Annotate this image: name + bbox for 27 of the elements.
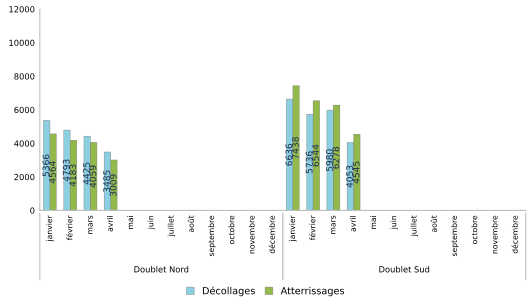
legend-label: Atterrissages [280, 286, 344, 296]
y-tick-label: 2000 [14, 174, 34, 180]
y-tick-label: 6000 [14, 106, 34, 114]
data-label: 6278 [332, 146, 340, 169]
data-label: 3009 [110, 174, 117, 196]
data-label: 4059 [89, 166, 96, 188]
legend-label: Décollages [202, 286, 255, 296]
data-label: 4545 [352, 162, 360, 184]
data-label: 7438 [292, 137, 299, 159]
y-tick-label: 10000 [9, 40, 34, 46]
data-label: 4564 [48, 161, 56, 184]
data-label: 5736 [306, 151, 313, 174]
y-tick-label: 4000 [14, 140, 34, 147]
data-label: 6544 [312, 144, 319, 166]
y-tick-label: 8000 [14, 73, 34, 80]
y-tick-label: 0 [30, 207, 34, 214]
data-label: 4183 [69, 164, 76, 186]
text: Doublet Sud [379, 266, 430, 272]
data-label: 3485 [103, 170, 110, 192]
data-label: 5980 [326, 149, 333, 172]
data-label: 4053 [346, 166, 353, 188]
y-tick-label: 12000 [9, 6, 34, 12]
data-label: 4425 [82, 162, 90, 184]
data-label: 4793 [62, 159, 70, 182]
data-label: 5366 [42, 154, 50, 176]
data-label: 6636 [285, 144, 292, 166]
text: Doublet Nord [134, 266, 188, 272]
